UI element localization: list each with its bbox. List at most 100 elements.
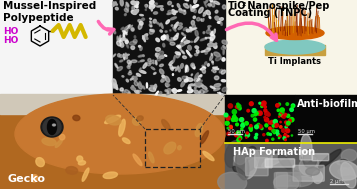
Circle shape bbox=[231, 118, 235, 122]
Bar bbox=[0, 0, 113, 95]
Circle shape bbox=[240, 118, 244, 121]
Ellipse shape bbox=[168, 1, 171, 5]
Circle shape bbox=[257, 123, 260, 126]
Ellipse shape bbox=[170, 65, 174, 70]
Ellipse shape bbox=[220, 18, 223, 21]
Ellipse shape bbox=[135, 6, 138, 8]
Ellipse shape bbox=[209, 16, 211, 19]
Ellipse shape bbox=[137, 116, 143, 121]
Ellipse shape bbox=[120, 55, 122, 57]
Ellipse shape bbox=[243, 159, 257, 179]
FancyBboxPatch shape bbox=[312, 154, 329, 161]
Circle shape bbox=[283, 112, 284, 113]
Ellipse shape bbox=[117, 67, 122, 71]
Ellipse shape bbox=[43, 119, 61, 136]
Ellipse shape bbox=[214, 29, 215, 33]
Ellipse shape bbox=[77, 156, 83, 162]
Ellipse shape bbox=[134, 81, 138, 86]
Ellipse shape bbox=[15, 94, 225, 174]
Ellipse shape bbox=[188, 45, 191, 50]
Ellipse shape bbox=[120, 43, 124, 47]
Ellipse shape bbox=[150, 85, 157, 87]
Circle shape bbox=[286, 103, 288, 105]
Ellipse shape bbox=[170, 30, 171, 31]
Circle shape bbox=[231, 127, 232, 129]
Circle shape bbox=[235, 106, 238, 108]
Circle shape bbox=[261, 102, 265, 106]
Ellipse shape bbox=[185, 42, 187, 44]
Ellipse shape bbox=[165, 90, 167, 92]
Circle shape bbox=[245, 134, 248, 137]
Ellipse shape bbox=[174, 36, 178, 40]
Circle shape bbox=[277, 133, 279, 136]
Ellipse shape bbox=[161, 23, 163, 28]
Ellipse shape bbox=[31, 175, 38, 182]
Ellipse shape bbox=[149, 23, 152, 26]
Ellipse shape bbox=[132, 6, 134, 10]
Ellipse shape bbox=[216, 56, 221, 61]
Ellipse shape bbox=[185, 65, 188, 72]
Ellipse shape bbox=[262, 152, 287, 167]
Bar bbox=[0, 95, 225, 189]
Circle shape bbox=[236, 131, 240, 135]
Ellipse shape bbox=[161, 80, 164, 82]
Ellipse shape bbox=[131, 11, 136, 14]
Circle shape bbox=[239, 138, 241, 140]
Circle shape bbox=[273, 130, 277, 133]
Ellipse shape bbox=[140, 15, 144, 16]
Ellipse shape bbox=[179, 11, 184, 13]
Ellipse shape bbox=[145, 5, 148, 7]
Ellipse shape bbox=[121, 27, 124, 30]
Ellipse shape bbox=[213, 32, 214, 37]
Circle shape bbox=[276, 104, 279, 107]
Ellipse shape bbox=[182, 76, 188, 80]
Ellipse shape bbox=[155, 91, 159, 97]
Ellipse shape bbox=[148, 59, 151, 62]
Ellipse shape bbox=[154, 12, 157, 14]
Ellipse shape bbox=[47, 119, 56, 135]
Ellipse shape bbox=[143, 63, 147, 68]
Ellipse shape bbox=[190, 5, 192, 10]
Ellipse shape bbox=[115, 64, 118, 68]
Ellipse shape bbox=[213, 44, 217, 48]
Ellipse shape bbox=[210, 0, 212, 2]
Circle shape bbox=[268, 121, 271, 124]
Ellipse shape bbox=[131, 87, 136, 91]
Ellipse shape bbox=[124, 29, 127, 33]
Ellipse shape bbox=[171, 89, 174, 91]
Ellipse shape bbox=[306, 167, 320, 175]
Ellipse shape bbox=[78, 161, 86, 165]
Ellipse shape bbox=[138, 19, 141, 22]
Ellipse shape bbox=[181, 50, 185, 54]
Ellipse shape bbox=[125, 40, 129, 43]
Ellipse shape bbox=[178, 45, 181, 48]
Circle shape bbox=[263, 134, 265, 136]
Ellipse shape bbox=[146, 37, 148, 39]
Circle shape bbox=[264, 106, 266, 108]
Ellipse shape bbox=[150, 18, 151, 19]
Ellipse shape bbox=[36, 158, 44, 167]
Ellipse shape bbox=[207, 47, 211, 50]
Ellipse shape bbox=[195, 73, 198, 79]
Ellipse shape bbox=[114, 83, 117, 88]
Ellipse shape bbox=[182, 56, 186, 59]
Ellipse shape bbox=[164, 142, 176, 154]
Ellipse shape bbox=[42, 138, 56, 146]
Ellipse shape bbox=[171, 38, 175, 40]
Circle shape bbox=[277, 109, 280, 112]
Ellipse shape bbox=[152, 3, 157, 6]
Ellipse shape bbox=[124, 27, 127, 30]
Ellipse shape bbox=[214, 52, 220, 57]
Ellipse shape bbox=[134, 78, 137, 80]
Ellipse shape bbox=[212, 61, 213, 63]
Circle shape bbox=[275, 123, 279, 127]
Ellipse shape bbox=[142, 34, 148, 39]
Ellipse shape bbox=[59, 134, 65, 140]
Ellipse shape bbox=[222, 58, 225, 61]
Ellipse shape bbox=[155, 53, 159, 57]
Circle shape bbox=[255, 125, 258, 129]
Ellipse shape bbox=[156, 48, 160, 51]
Ellipse shape bbox=[171, 38, 176, 41]
Ellipse shape bbox=[121, 38, 125, 41]
Ellipse shape bbox=[136, 1, 139, 3]
